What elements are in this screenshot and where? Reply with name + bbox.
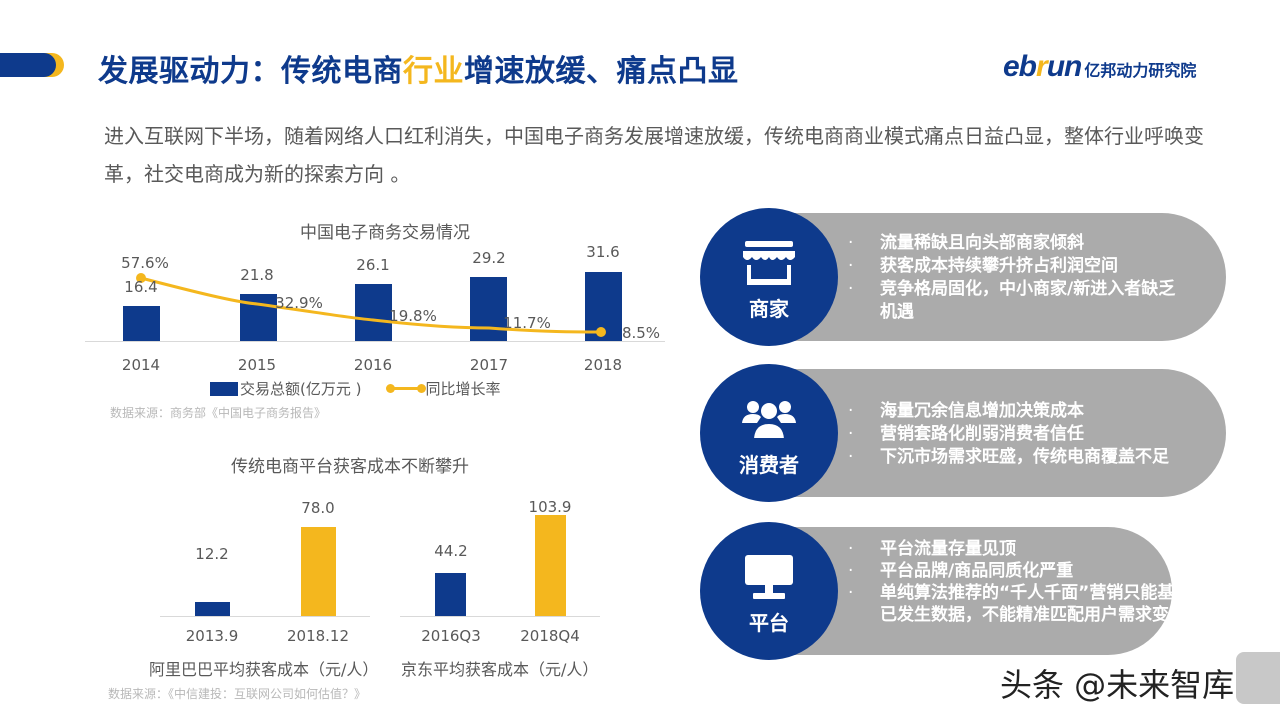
logo-wordmark: ebrun (1003, 50, 1082, 83)
acquisition-cost-chart: 12.2 78.0 44.2 103.9 2013.9 2018.12 2016… (149, 490, 675, 690)
chart2-source: 数据来源：《中信建投：互联网公司如何估值？》 (108, 687, 367, 701)
chart2-value-label: 44.2 (434, 542, 468, 560)
chart2-x-label: 2018Q4 (520, 627, 580, 645)
bullet-item: 获客成本持续攀升挤占利润空间 (848, 255, 1188, 278)
chart2-value-label: 12.2 (195, 545, 229, 563)
page-number-tab (1236, 652, 1280, 704)
card-circle: 消费者 (700, 364, 838, 502)
ebrun-logo: ebrun 亿邦动力研究院 (1003, 50, 1196, 84)
chart1-x-label: 2018 (583, 356, 623, 374)
growth-rate-line (136, 273, 606, 337)
chart1-rate-label: 11.7% (503, 314, 551, 332)
chart2-bar-jd-2018 (535, 515, 566, 616)
title-accent-bar (0, 53, 66, 77)
bullet-item: 平台品牌/商品同质化严重 (848, 560, 1188, 582)
chart1-bar-label: 29.2 (472, 249, 506, 267)
bullet-item: 营销套路化削弱消费者信任 (848, 423, 1188, 446)
chart1-bar-2017 (470, 277, 507, 341)
chart2-group-label-alibaba: 阿里巴巴平均获客成本（元/人） (149, 660, 379, 679)
chart1-source: 数据来源：商务部《中国电子商务报告》 (110, 406, 327, 420)
bullet-item: 下沉市场需求旺盛，传统电商覆盖不足 (848, 446, 1208, 469)
card-label: 平台 (749, 610, 789, 635)
chart1-x-label: 2016 (353, 356, 393, 374)
chart2-group-label-jd: 京东平均获客成本（元/人） (401, 660, 599, 679)
chart1-title: 中国电子商务交易情况 (300, 223, 470, 243)
chart1-rate-label: 57.6% (121, 254, 169, 272)
card-circle: 商家 (700, 208, 838, 346)
chart2-bar-alibaba-2018 (301, 527, 336, 616)
card-bullets: 海量冗余信息增加决策成本 营销套路化削弱消费者信任 下沉市场需求旺盛，传统电商覆… (848, 400, 1208, 469)
title-highlight: 行业 (403, 54, 464, 89)
chart1-bar-2016 (355, 284, 392, 341)
legend-line-swatch (386, 384, 427, 393)
chart2-x-label: 2016Q3 (421, 627, 481, 645)
bullet-item: 平台流量存量见顶 (848, 538, 1188, 560)
legend-bar-swatch (210, 381, 238, 396)
intro-paragraph: 进入互联网下半场，随着网络人口红利消失，中国电子商务发展增速放缓，传统电商商业模… (104, 124, 1204, 186)
chart1-bar-label: 21.8 (240, 266, 274, 284)
card-bullets: 流量稀缺且向头部商家倾斜 获客成本持续攀升挤占利润空间 竞争格局固化，中小商家/… (848, 232, 1188, 324)
bullet-item: 流量稀缺且向头部商家倾斜 (848, 232, 1188, 255)
chart2-bar-jd-2016 (435, 573, 466, 616)
chart2-x-label: 2018.12 (286, 627, 350, 645)
card-circle: 平台 (700, 522, 838, 660)
card-bullets: 平台流量存量见顶 平台品牌/商品同质化严重 单纯算法推荐的“千人千面”营销只能基… (848, 538, 1208, 626)
ecommerce-transaction-chart: 16.4 21.8 26.1 29.2 31.6 57.6% 32.9% 19.… (85, 240, 685, 410)
chart1-bar-2014 (123, 306, 160, 341)
card-label: 商家 (749, 296, 789, 321)
bullet-item: 竞争格局固化，中小商家/新进入者缺乏机遇 (848, 278, 1188, 324)
card-consumer: 消费者 海量冗余信息增加决策成本 营销套路化削弱消费者信任 下沉市场需求旺盛，传… (700, 364, 1226, 502)
chart1-rate-label: 32.9% (275, 294, 323, 312)
chart1-bar-label: 16.4 (124, 278, 158, 296)
bullet-item: 海量冗余信息增加决策成本 (848, 400, 1188, 423)
monitor-icon (745, 554, 793, 599)
chart2-bar-alibaba-2013 (195, 602, 230, 616)
card-platform: 平台 平台流量存量见顶 平台品牌/商品同质化严重 单纯算法推荐的“千人千面”营销… (700, 522, 1226, 660)
title-accent-blue (0, 53, 56, 77)
store-icon (743, 240, 795, 285)
legend-bar-label: 交易总额(亿万元 ) (240, 380, 362, 398)
chart2-axis-jd (400, 616, 600, 617)
chart2-x-label: 2013.9 (185, 627, 239, 645)
chart1-x-label: 2015 (237, 356, 277, 374)
card-merchant: 商家 流量稀缺且向头部商家倾斜 获客成本持续攀升挤占利润空间 竞争格局固化，中小… (700, 208, 1226, 346)
chart1-x-label: 2014 (121, 356, 161, 374)
chart1-x-label: 2017 (469, 356, 509, 374)
logo-cn-text: 亿邦动力研究院 (1084, 61, 1197, 80)
chart2-axis-alibaba (160, 616, 370, 617)
chart1-x-axis (85, 341, 665, 342)
chart1-bar-label: 26.1 (356, 256, 390, 274)
bullet-item: 单纯算法推荐的“千人千面”营销只能基于已发生数据，不能精准匹配用户需求变化 (848, 582, 1208, 626)
chart1-rate-label: 19.8% (389, 307, 437, 325)
users-icon (742, 400, 796, 440)
chart2-value-label: 103.9 (528, 498, 572, 516)
legend-line-label: 同比增长率 (425, 380, 501, 398)
watermark: 头条 @未来智库 (1000, 666, 1235, 704)
chart1-legend: 交易总额(亿万元 ) 同比增长率 (210, 378, 501, 399)
chart1-rate-label: 8.5% (621, 324, 661, 342)
chart2-title: 传统电商平台获客成本不断攀升 (231, 457, 469, 477)
card-label: 消费者 (739, 452, 799, 477)
page-title: 发展驱动力：传统电商行业增速放缓、痛点凸显 (98, 54, 739, 89)
chart2-value-label: 78.0 (301, 499, 335, 517)
chart1-bar-label: 31.6 (586, 243, 620, 261)
